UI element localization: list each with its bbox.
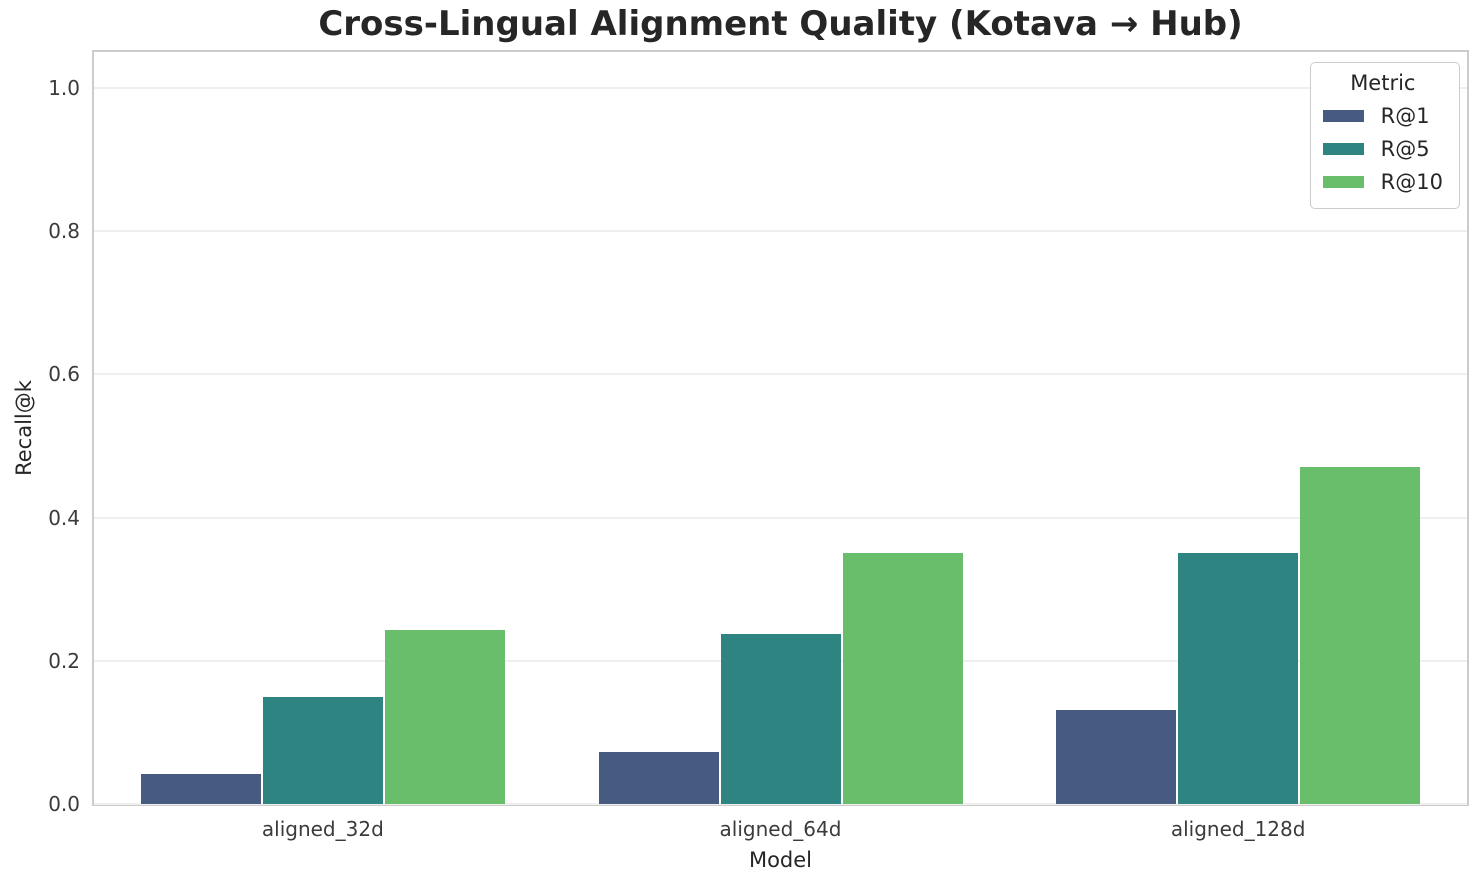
y-tick-label: 0.4 (48, 505, 80, 530)
legend-item-R@10: R@10 (1322, 170, 1443, 194)
bar-R@1-aligned_128d (1056, 710, 1177, 804)
legend-swatch-R@1 (1322, 110, 1364, 122)
y-tick-label: 0.0 (48, 792, 80, 816)
gridline-y-0.0 (94, 803, 1467, 805)
x-tick-label-aligned_64d: aligned_64d (719, 817, 842, 841)
gridline-y-0.4 (94, 516, 1467, 519)
legend-item-R@1: R@1 (1322, 104, 1443, 128)
y-tick-label: 0.6 (48, 362, 80, 387)
bar-R@10-aligned_128d (1300, 466, 1421, 804)
legend-label-R@10: R@10 (1380, 170, 1443, 194)
bar-R@1-aligned_32d (140, 773, 261, 804)
legend-item-R@5: R@5 (1322, 137, 1443, 161)
x-axis-label: Model (748, 848, 813, 872)
legend-items: R@1 R@5 R@10 (1322, 104, 1443, 194)
x-tick-label-aligned_32d: aligned_32d (261, 817, 384, 841)
gridline-y-1.0 (94, 86, 1467, 89)
chart-title: Cross-Lingual Alignment Quality (Kotava … (318, 4, 1243, 44)
y-tick-label: 0.8 (48, 219, 80, 244)
legend-swatch-R@5 (1322, 143, 1364, 155)
bar-R@10-aligned_64d (842, 553, 963, 804)
legend-label-R@5: R@5 (1380, 137, 1430, 161)
legend-swatch-R@10 (1322, 176, 1364, 188)
bar-R@10-aligned_32d (384, 629, 505, 804)
bar-R@5-aligned_128d (1178, 553, 1299, 804)
bar-R@5-aligned_64d (720, 634, 841, 804)
gridline-y-0.8 (94, 230, 1467, 233)
y-tick-label: 0.2 (48, 648, 80, 673)
bar-R@1-aligned_64d (598, 751, 719, 804)
x-tick-label-aligned_128d: aligned_128d (1170, 817, 1306, 841)
legend: Metric R@1 R@5 R@10 (1309, 62, 1460, 209)
legend-title: Metric (1350, 71, 1416, 95)
gridline-y-0.6 (94, 373, 1467, 376)
y-tick-label: 1.0 (48, 75, 80, 100)
legend-label-R@1: R@1 (1380, 104, 1430, 128)
plot-area: Metric R@1 R@5 R@10 (92, 50, 1469, 806)
bar-R@5-aligned_32d (262, 697, 383, 804)
